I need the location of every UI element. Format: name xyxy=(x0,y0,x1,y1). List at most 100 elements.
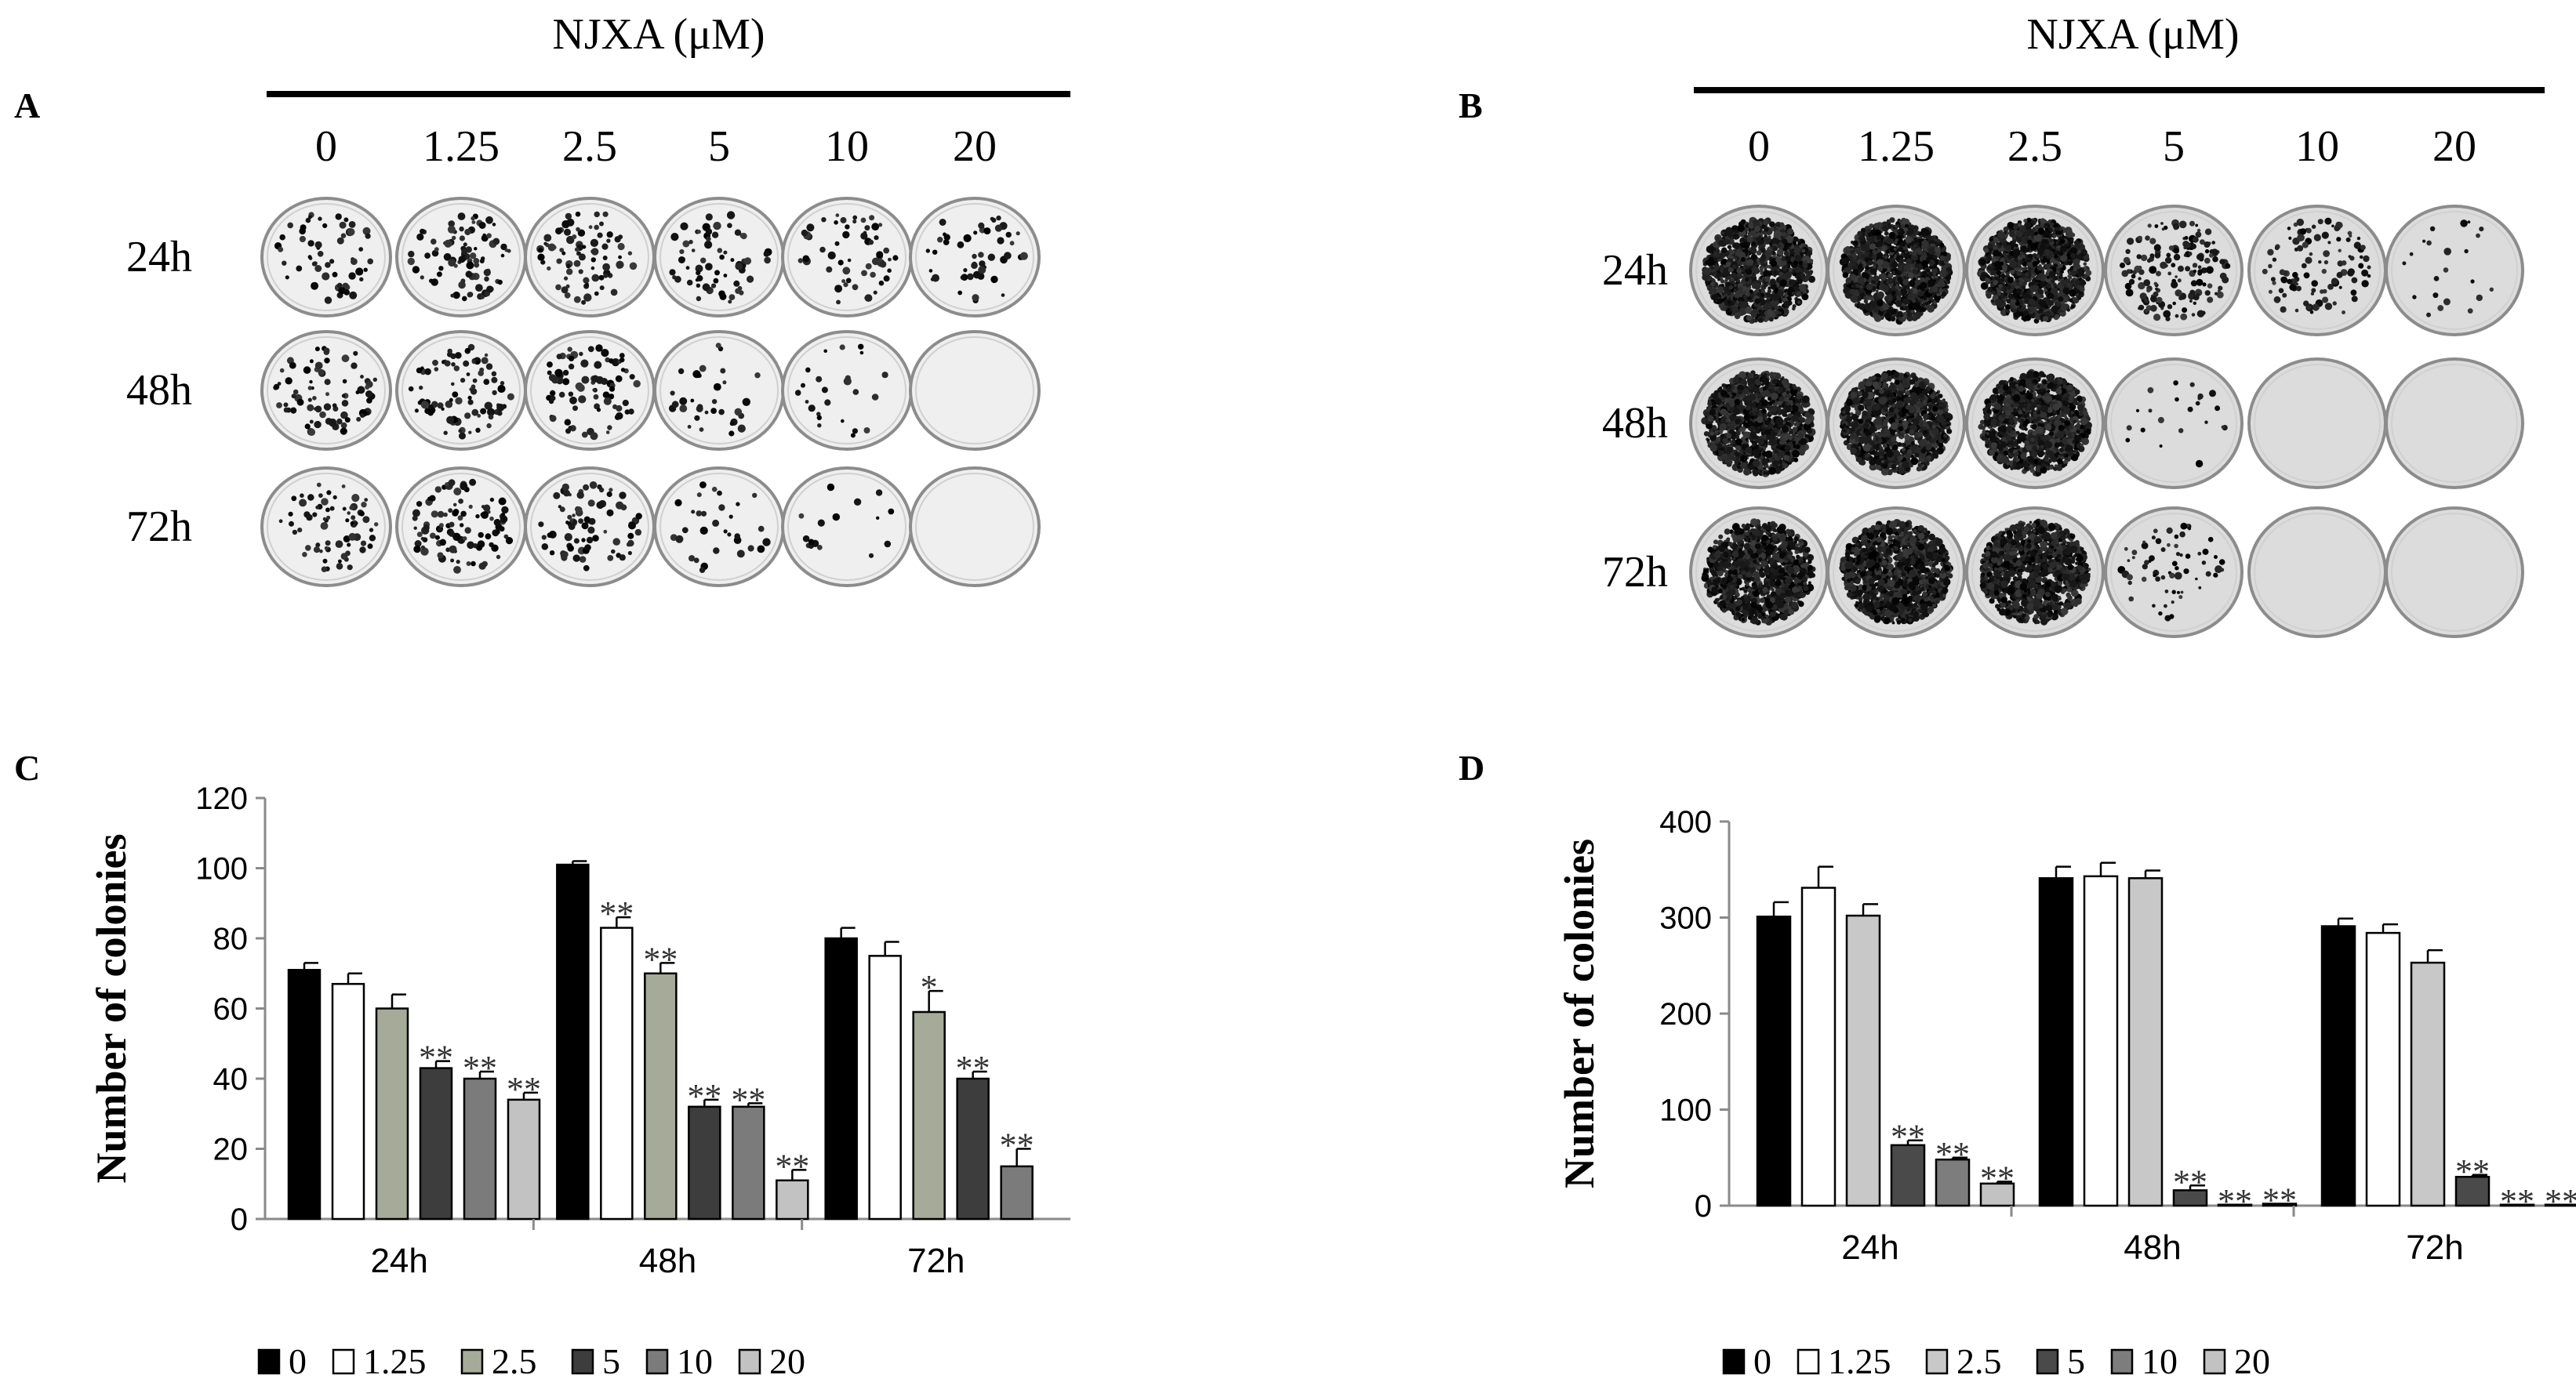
panel-b-conc-label: 1.25 xyxy=(1858,122,1935,171)
colony-dot xyxy=(420,229,425,234)
colony-dot xyxy=(2126,289,2134,297)
colony-dot xyxy=(712,232,718,238)
colony-dot xyxy=(2067,283,2071,287)
colony-dot xyxy=(2150,253,2155,258)
colony-dot xyxy=(939,219,946,226)
colony-dot xyxy=(2060,304,2067,311)
culture-plate xyxy=(783,332,911,449)
colony-dot xyxy=(318,216,322,220)
colony-dot xyxy=(1732,307,1739,314)
colony-dot xyxy=(497,385,505,393)
colony-dot xyxy=(318,251,324,257)
colony-dot xyxy=(478,532,484,538)
colony-dot xyxy=(882,372,888,378)
colony-dot xyxy=(1941,266,1946,271)
colony-dot xyxy=(314,421,321,428)
colony-dot xyxy=(1918,232,1922,236)
colony-dot xyxy=(699,427,704,432)
colony-dot xyxy=(823,350,827,354)
colony-dot xyxy=(691,510,695,513)
colony-dot xyxy=(1867,259,1873,266)
colony-dot xyxy=(561,286,569,293)
colony-dot xyxy=(2178,278,2182,282)
colony-dot xyxy=(722,380,726,384)
culture-plate xyxy=(1967,206,2103,335)
colony-dot xyxy=(1784,301,1790,307)
colony-dot xyxy=(2174,248,2180,254)
colony-dot xyxy=(322,223,327,228)
colony-dot xyxy=(700,258,706,263)
colony-dot xyxy=(1886,295,1893,302)
colony-dot xyxy=(582,522,589,529)
colony-dot xyxy=(1898,247,1903,252)
colony-dot xyxy=(2174,254,2180,260)
colony-dot xyxy=(758,526,765,532)
colony-dot xyxy=(1897,311,1902,317)
colony-dot xyxy=(480,408,486,415)
colony-dot xyxy=(412,266,420,273)
colony-dot xyxy=(1775,307,1778,310)
colony-dot xyxy=(471,561,476,567)
colony-dot xyxy=(729,294,736,300)
colony-dot xyxy=(452,236,456,240)
panel-a-conc-label: 2.5 xyxy=(562,122,617,171)
colony-dot xyxy=(1728,267,1733,272)
colony-dot xyxy=(562,378,569,385)
colony-dot xyxy=(364,268,368,272)
colony-dot xyxy=(1793,304,1797,308)
colony-dot xyxy=(427,497,431,501)
colony-dot xyxy=(2280,269,2286,275)
colony-dot xyxy=(834,285,842,292)
colony-dot xyxy=(1727,296,1730,299)
colony-dot xyxy=(2323,250,2330,257)
colony-dot xyxy=(1728,245,1731,248)
colony-dot xyxy=(489,517,494,521)
colony-dot xyxy=(2138,236,2142,241)
colony-dot xyxy=(1785,256,1790,261)
colony-dot xyxy=(479,222,486,229)
colony-dot xyxy=(713,222,721,230)
colony-dot xyxy=(718,504,725,510)
colony-dot xyxy=(1758,318,1763,323)
colony-dot xyxy=(712,520,719,527)
colony-dot xyxy=(880,261,887,268)
colony-dot xyxy=(310,359,314,363)
colony-dot xyxy=(291,495,296,501)
colony-dot xyxy=(492,390,496,395)
colony-dot xyxy=(603,274,608,278)
colony-dot xyxy=(2323,289,2327,294)
colony-dot xyxy=(1753,223,1758,227)
panel-a-conc-label: 5 xyxy=(708,122,730,171)
colony-dot xyxy=(506,537,513,544)
colony-dot xyxy=(449,522,455,528)
colony-dot xyxy=(308,386,312,390)
colony-dot xyxy=(2016,270,2022,276)
colony-dot xyxy=(374,522,378,526)
colony-dot xyxy=(669,269,675,275)
culture-plate xyxy=(525,468,654,586)
colony-dot xyxy=(1703,267,1711,275)
colony-dot xyxy=(1771,227,1775,231)
colony-dot xyxy=(428,411,434,416)
colony-dot xyxy=(459,256,466,263)
colony-dot xyxy=(2196,231,2202,238)
colony-dot xyxy=(2352,296,2358,302)
colony-dot xyxy=(2363,256,2369,262)
colony-dot xyxy=(744,257,751,264)
colony-dot xyxy=(2026,223,2031,227)
colony-dot xyxy=(312,512,317,517)
colony-dot xyxy=(297,399,304,406)
colony-dot xyxy=(990,276,997,283)
colony-dot xyxy=(581,376,589,384)
colony-dot xyxy=(701,511,707,517)
colony-dot xyxy=(1940,243,1944,247)
colony-dot xyxy=(679,404,687,412)
colony-dot xyxy=(338,560,342,564)
colony-dot xyxy=(2331,225,2334,228)
colony-dot xyxy=(568,346,572,351)
colony-dot xyxy=(2361,280,2368,287)
colony-dot xyxy=(2402,261,2406,265)
colony-dot xyxy=(1733,234,1739,240)
colony-dot xyxy=(616,405,622,412)
